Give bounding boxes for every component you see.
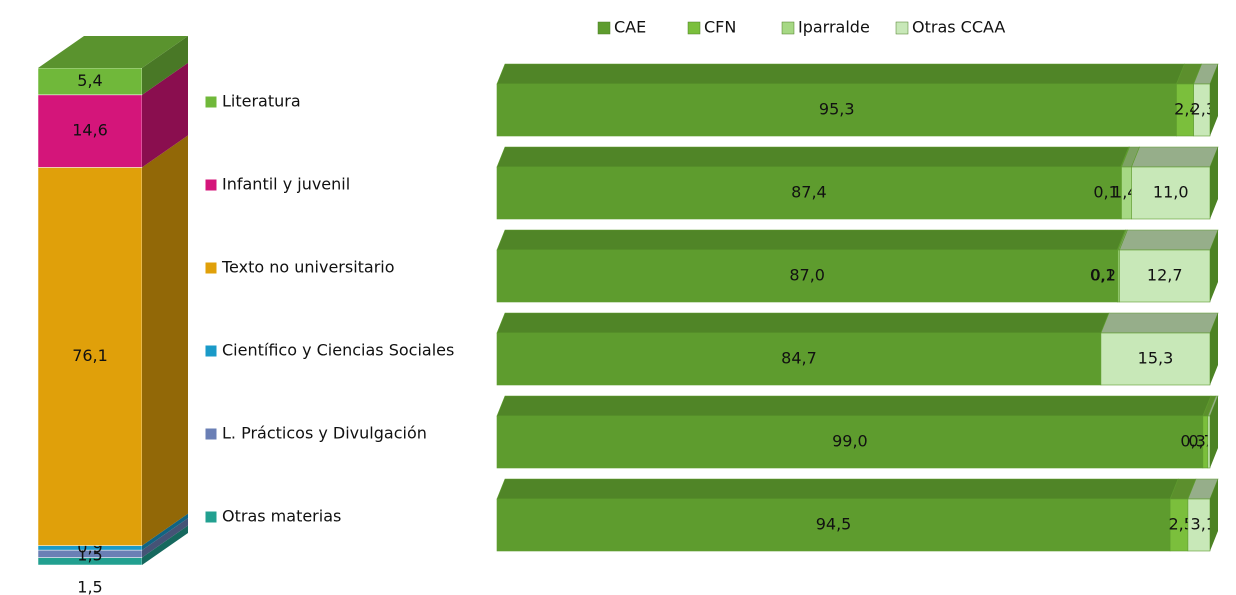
bar-segment bbox=[1207, 415, 1211, 469]
data-label: 2,3 bbox=[1191, 100, 1216, 119]
data-label: 0,2 bbox=[1091, 266, 1116, 285]
data-label: 87,0 bbox=[789, 266, 825, 285]
bar-segment bbox=[496, 415, 1204, 469]
legend-label: CAE bbox=[614, 18, 646, 37]
bar-top bbox=[496, 229, 1126, 251]
column-side bbox=[142, 525, 188, 565]
category-label: L. Prácticos y Divulgación bbox=[222, 424, 427, 443]
legend-swatch bbox=[204, 510, 218, 524]
legend-swatch bbox=[204, 344, 218, 358]
data-label: 11,0 bbox=[1153, 183, 1189, 202]
bar-segment bbox=[496, 332, 1102, 386]
bar-top bbox=[496, 312, 1110, 334]
bar-side bbox=[1210, 313, 1218, 385]
bar-top bbox=[496, 395, 1212, 417]
category-label: Texto no universitario bbox=[221, 258, 395, 277]
column-segment bbox=[37, 67, 143, 96]
data-label: 84,7 bbox=[781, 349, 817, 368]
bar-side bbox=[1210, 396, 1218, 468]
data-label: 14,6 bbox=[72, 121, 108, 140]
column-segment bbox=[37, 167, 143, 546]
data-label: 2,4 bbox=[1174, 100, 1199, 119]
data-label: 12,7 bbox=[1147, 266, 1183, 285]
data-label: 2,5 bbox=[1168, 515, 1193, 534]
column-top bbox=[38, 36, 188, 68]
bar-side bbox=[1210, 479, 1218, 551]
legend-swatch bbox=[597, 21, 611, 35]
bar-segment bbox=[1100, 332, 1211, 386]
bar-side bbox=[1210, 64, 1218, 136]
column-side bbox=[142, 513, 188, 551]
bar-top bbox=[496, 63, 1185, 85]
data-label: 1,4 bbox=[1112, 183, 1137, 202]
data-label: 0,1 bbox=[1093, 183, 1118, 202]
bar-segment bbox=[496, 166, 1122, 220]
legend-swatch bbox=[204, 261, 218, 275]
legend-label: Iparralde bbox=[798, 18, 870, 37]
data-label: 5,4 bbox=[77, 71, 102, 90]
bar-top bbox=[496, 478, 1179, 500]
data-label: 87,4 bbox=[791, 183, 827, 202]
legend-swatch bbox=[895, 21, 909, 35]
bar-top bbox=[1119, 229, 1219, 251]
legend-swatch bbox=[687, 21, 701, 35]
data-label: 76,1 bbox=[72, 346, 108, 365]
bar-segment bbox=[496, 498, 1171, 552]
legend-swatch bbox=[781, 21, 795, 35]
bar-side bbox=[1210, 230, 1218, 302]
category-label: Otras materias bbox=[222, 507, 341, 526]
bar-side bbox=[1210, 147, 1218, 219]
data-label: 0,3 bbox=[1180, 432, 1205, 451]
bar-segment bbox=[1131, 166, 1211, 220]
data-label: 15,3 bbox=[1138, 349, 1174, 368]
bar-segment bbox=[496, 249, 1118, 303]
legend-label: Otras CCAA bbox=[912, 18, 1005, 37]
bar-top bbox=[496, 146, 1130, 168]
legend-swatch bbox=[204, 427, 218, 441]
data-label: 3,1 bbox=[1191, 515, 1216, 534]
column-side bbox=[142, 62, 188, 168]
data-label: 1,5 bbox=[77, 578, 102, 595]
column-segment bbox=[37, 94, 143, 168]
column-side bbox=[142, 36, 188, 95]
category-label: Científico y Ciencias Sociales bbox=[222, 341, 454, 360]
category-label: Infantil y juvenil bbox=[222, 175, 350, 194]
legend-swatch bbox=[204, 95, 218, 109]
category-label: Literatura bbox=[222, 92, 301, 111]
bar-top bbox=[1100, 312, 1219, 334]
data-label: 0,1 bbox=[1090, 266, 1115, 285]
data-label: 95,3 bbox=[819, 100, 855, 119]
column-side bbox=[142, 518, 188, 558]
data-label: 0,7 bbox=[1188, 432, 1213, 451]
bar-top bbox=[1131, 146, 1219, 168]
legend-swatch bbox=[204, 178, 218, 192]
column-side bbox=[142, 135, 188, 546]
bar-segment bbox=[496, 83, 1177, 137]
data-label: 94,5 bbox=[816, 515, 852, 534]
data-label: 99,0 bbox=[832, 432, 868, 451]
legend-label: CFN bbox=[704, 18, 736, 37]
bar-segment bbox=[1119, 249, 1211, 303]
